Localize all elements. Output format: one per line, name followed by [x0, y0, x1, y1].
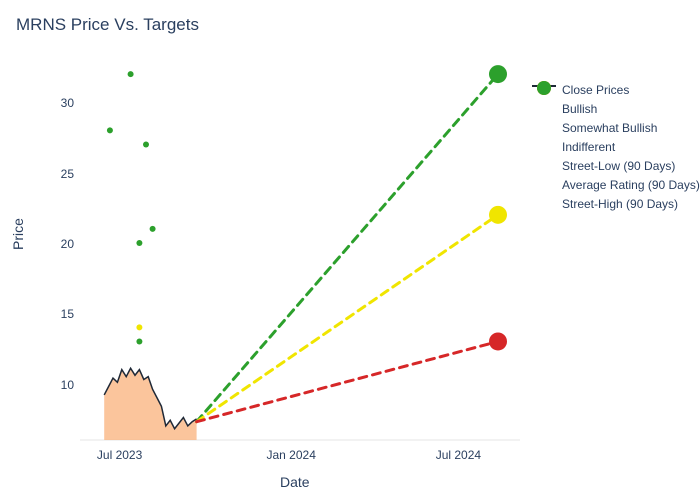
legend-item[interactable]: Street-High (90 Days): [530, 194, 700, 213]
y-tick-label: 30: [52, 96, 74, 110]
legend: Close Prices Bullish Somewhat Bullish Indif…: [530, 80, 700, 213]
y-axis-label: Price: [10, 218, 26, 250]
legend-label: Indifferent: [562, 140, 615, 154]
legend-item[interactable]: Average Rating (90 Days): [530, 175, 700, 194]
legend-item[interactable]: Indifferent: [530, 137, 700, 156]
x-tick-label: Jul 2023: [90, 448, 150, 462]
x-tick-label: Jul 2024: [428, 448, 488, 462]
legend-label: Street-High (90 Days): [562, 197, 678, 211]
y-tick-label: 10: [52, 378, 74, 392]
legend-item[interactable]: Somewhat Bullish: [530, 118, 700, 137]
legend-label: Somewhat Bullish: [562, 121, 657, 135]
y-tick-label: 20: [52, 237, 74, 251]
legend-label: Street-Low (90 Days): [562, 159, 675, 173]
y-tick-label: 25: [52, 167, 74, 181]
legend-label: Close Prices: [562, 83, 629, 97]
legend-item[interactable]: Bullish: [530, 99, 700, 118]
legend-label: Average Rating (90 Days): [562, 178, 700, 192]
legend-label: Bullish: [562, 102, 597, 116]
chart-svg: [0, 0, 700, 500]
x-tick-label: Jan 2024: [261, 448, 321, 462]
y-tick-label: 15: [52, 307, 74, 321]
x-axis-label: Date: [280, 474, 310, 490]
legend-item[interactable]: Street-Low (90 Days): [530, 156, 700, 175]
chart-container: MRNS Price Vs. Targets Price Date 101520…: [0, 0, 700, 500]
